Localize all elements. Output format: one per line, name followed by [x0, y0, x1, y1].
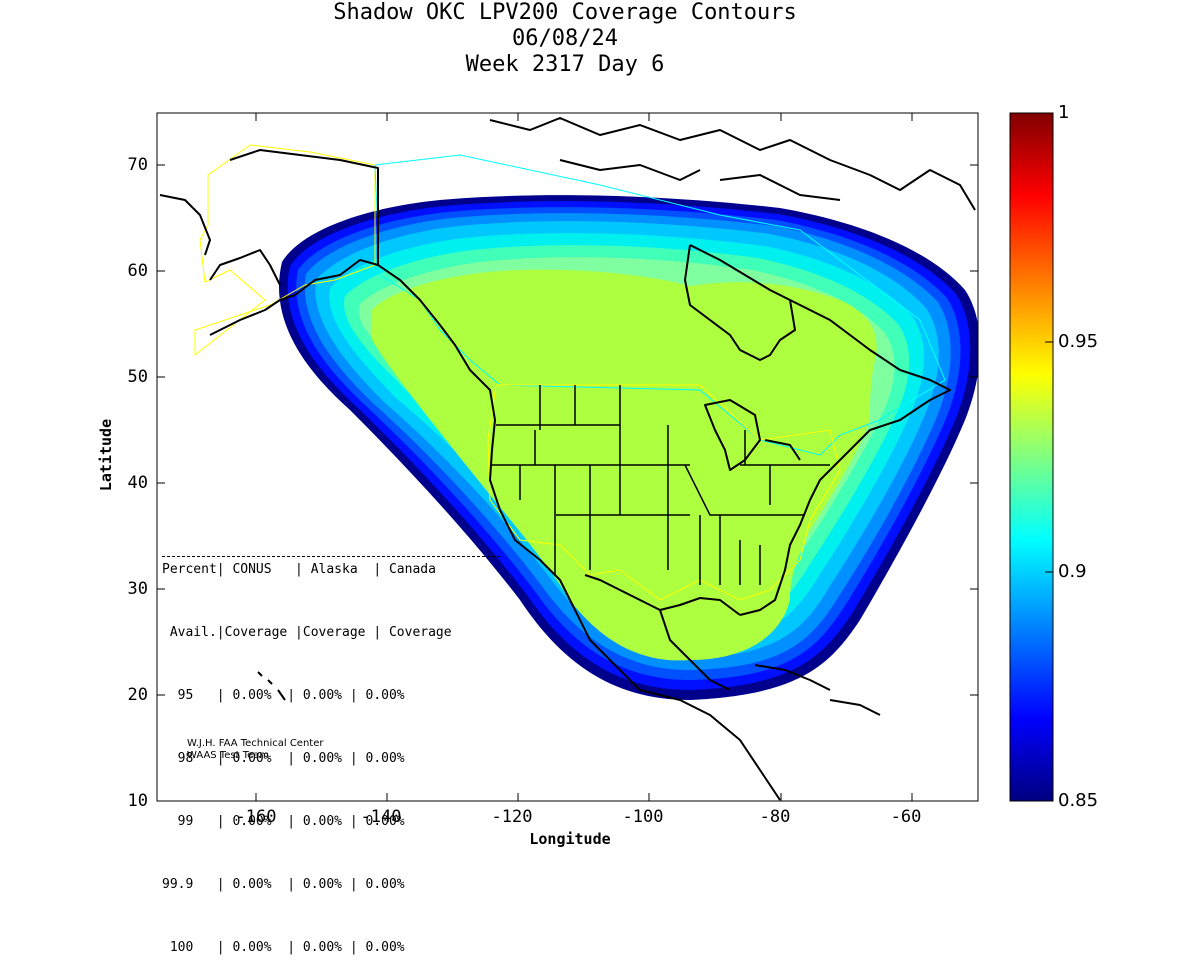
credit-block: W.J.H. FAA Technical Center WAAS Test Te…	[187, 738, 323, 762]
chart-title-line-3: Week 2317 Day 6	[465, 52, 665, 77]
x-tick-label: -60	[891, 807, 922, 827]
x-tick-label: -140	[361, 807, 402, 827]
mexico-central-america	[609, 609, 781, 801]
x-axis-label: Longitude	[529, 830, 610, 848]
hudson-bay	[684, 244, 796, 361]
axis-ticks	[157, 113, 978, 801]
stats-row: 99.9 | 0.00% | 0.00% | 0.00%	[162, 877, 405, 892]
stats-header-row: Percent| CONUS | Alaska | Canada	[162, 562, 436, 577]
y-tick-label: 70	[128, 155, 148, 175]
alaska-outline	[159, 149, 379, 336]
coverage-map: -160 -140 -120 -100 -80 -60 10 20 30 40 …	[97, 112, 1054, 848]
credit-line: W.J.H. FAA Technical Center	[187, 738, 324, 749]
conus-boundary	[487, 384, 841, 601]
stats-header-row: Avail.|Coverage |Coverage | Coverage	[162, 625, 452, 640]
y-tick-label: 10	[128, 791, 148, 811]
y-tick-label: 50	[128, 367, 148, 387]
west-coast	[377, 264, 611, 661]
caribbean-islands	[754, 664, 881, 716]
y-tick-label: 20	[128, 685, 148, 705]
map-outlines	[159, 117, 976, 801]
y-tick-label: 40	[128, 473, 148, 493]
chart-title-line-2: 06/08/24	[512, 26, 618, 51]
alaska-boundary	[194, 144, 376, 356]
colorbar-label-max: 1	[1058, 102, 1070, 123]
hawaii-islands	[257, 671, 286, 701]
stats-row: 99 | 0.00% | 0.00% | 0.00%	[162, 814, 405, 829]
x-tick-label: -80	[760, 807, 791, 827]
colorbar-label: 0.95	[1058, 331, 1099, 352]
colorbar-label: 0.9	[1058, 561, 1087, 582]
stats-row: 100 | 0.00% | 0.00% | 0.00%	[162, 940, 405, 955]
colorbar	[1009, 112, 1054, 802]
stats-separator	[162, 556, 500, 557]
x-tick-label: -120	[492, 807, 533, 827]
plot-frame	[156, 112, 979, 802]
credit-line: WAAS Test Team	[187, 750, 270, 761]
y-axis-label: Latitude	[97, 419, 115, 491]
region-boundaries	[194, 144, 946, 601]
colorbar-ticks	[1045, 341, 1053, 573]
stats-row: 95 | 0.00% | 0.00% | 0.00%	[162, 688, 405, 703]
colorbar-label-min: 0.85	[1058, 790, 1099, 811]
x-tick-label: -100	[623, 807, 664, 827]
state-boundaries	[490, 385, 830, 585]
y-tick-label: 30	[128, 579, 148, 599]
x-tick-label: -160	[236, 807, 277, 827]
y-tick-label: 60	[128, 261, 148, 281]
canada-arctic-islands	[489, 117, 976, 211]
chart-title-line-1: Shadow OKC LPV200 Coverage Contours	[333, 0, 797, 25]
canada-boundary	[374, 154, 946, 456]
stats-row: 98 | 0.00% | 0.00% | 0.00%	[162, 751, 405, 766]
east-coast	[739, 299, 951, 616]
